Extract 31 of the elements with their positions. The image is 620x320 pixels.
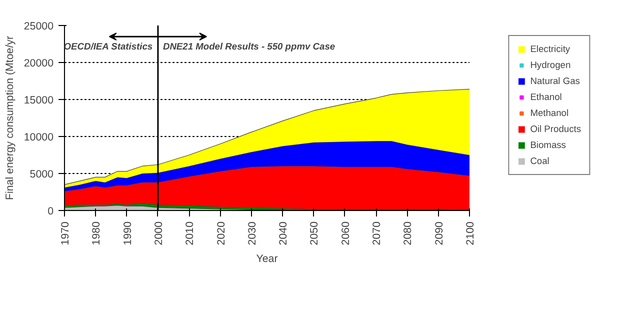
y-tick-label: 20000 [24,58,54,70]
y-tick-label: 0 [48,206,54,218]
y-tick-label: 5000 [30,168,54,180]
y-tick-label: 15000 [24,94,54,106]
legend-label: Biomass [530,140,566,150]
x-tick-label: 2040 [278,221,290,246]
legend-label: Methanol [530,108,569,118]
y-tick-label: 25000 [24,20,54,32]
x-tick-label: 2090 [433,221,446,246]
legend-label: Ethanol [530,92,562,102]
x-tick-label: 2070 [371,221,384,246]
x-tick-label: 2000 [152,221,165,246]
legend-label: Electricity [530,44,570,54]
x-tick-label: 1980 [90,221,103,246]
x-tick-label: 2050 [308,221,321,246]
x-tick-label: 2080 [402,221,414,246]
legend-label: Oil Products [530,124,581,134]
legend-label: Hydrogen [530,60,571,70]
x-tick-label: 2060 [340,221,352,246]
x-tick-label: 2020 [215,221,228,246]
y-axis-title: Final energy consumption (Mtoe/yr [4,36,16,200]
annotation: DNE21 Model Results - 550 ppmv Case [162,41,336,52]
x-tick-label: 2010 [184,221,196,246]
legend-label: Natural Gas [530,76,580,86]
x-tick-label: 1990 [122,221,134,246]
x-axis-title: Year [256,253,278,266]
legend-label: Coal [530,156,550,166]
x-tick-label: 1970 [60,221,72,246]
x-tick-label: 2100 [464,221,476,246]
y-tick-label: 10000 [24,132,54,144]
x-tick-label: 2030 [246,221,258,246]
